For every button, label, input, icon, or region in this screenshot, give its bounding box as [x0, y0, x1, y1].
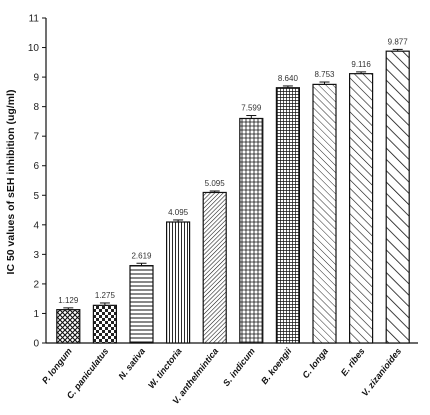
y-tick-label: 1 — [33, 309, 39, 320]
x-category-label: N. sativa — [116, 346, 147, 381]
bar — [385, 50, 410, 344]
data-label: 9.116 — [351, 60, 371, 69]
y-axis-ticks: 0 1 2 3 4 5 6 7 8 9 10 11 — [28, 14, 46, 350]
bar — [239, 117, 264, 344]
data-label: 8.640 — [278, 74, 299, 83]
y-tick-label: 2 — [33, 279, 39, 290]
y-axis-label: IC 50 values of sEH inhibition (ug/ml) — [5, 90, 17, 275]
data-label: 8.753 — [314, 70, 335, 79]
data-label: 9.877 — [388, 37, 409, 46]
y-tick-label: 10 — [28, 43, 40, 54]
bar — [56, 309, 81, 344]
y-tick-label: 4 — [33, 220, 39, 231]
data-label: 7.599 — [241, 104, 262, 113]
y-tick-label: 3 — [33, 250, 39, 261]
bar — [349, 73, 374, 344]
data-label: 4.095 — [168, 208, 189, 217]
data-label: 1.275 — [95, 291, 116, 300]
x-category-label: V. zizanioides — [360, 346, 404, 398]
data-label: 2.619 — [131, 251, 152, 260]
y-tick-label: 6 — [33, 161, 39, 172]
data-label: 5.095 — [205, 179, 226, 188]
bar — [202, 191, 227, 344]
y-tick-label: 5 — [33, 191, 39, 202]
x-category-label: E. ribes — [339, 346, 367, 378]
bar — [275, 87, 300, 344]
bar — [166, 221, 191, 344]
x-category-label: P. longum — [40, 346, 74, 386]
y-tick-label: 0 — [33, 339, 39, 350]
bar — [312, 83, 337, 344]
y-tick-label: 9 — [33, 73, 39, 84]
bar — [129, 265, 154, 344]
y-tick-label: 11 — [29, 14, 40, 25]
bar — [92, 304, 118, 344]
x-category-label: W. tinctoria — [146, 346, 184, 390]
y-tick-label: 8 — [33, 102, 39, 113]
y-axis-group: 0 1 2 3 4 5 6 7 8 9 10 11 — [28, 14, 47, 350]
bars-group: 1.129 1.275 2.619 4.095 5.095 7.599 8.640 8.753… — [56, 37, 410, 344]
x-category-label: S. indicum — [221, 346, 257, 388]
data-label: 1.129 — [58, 296, 79, 305]
x-category-label: C. longa — [300, 346, 330, 380]
x-category-label: B. koengii — [259, 346, 294, 386]
y-tick-label: 7 — [33, 132, 39, 143]
